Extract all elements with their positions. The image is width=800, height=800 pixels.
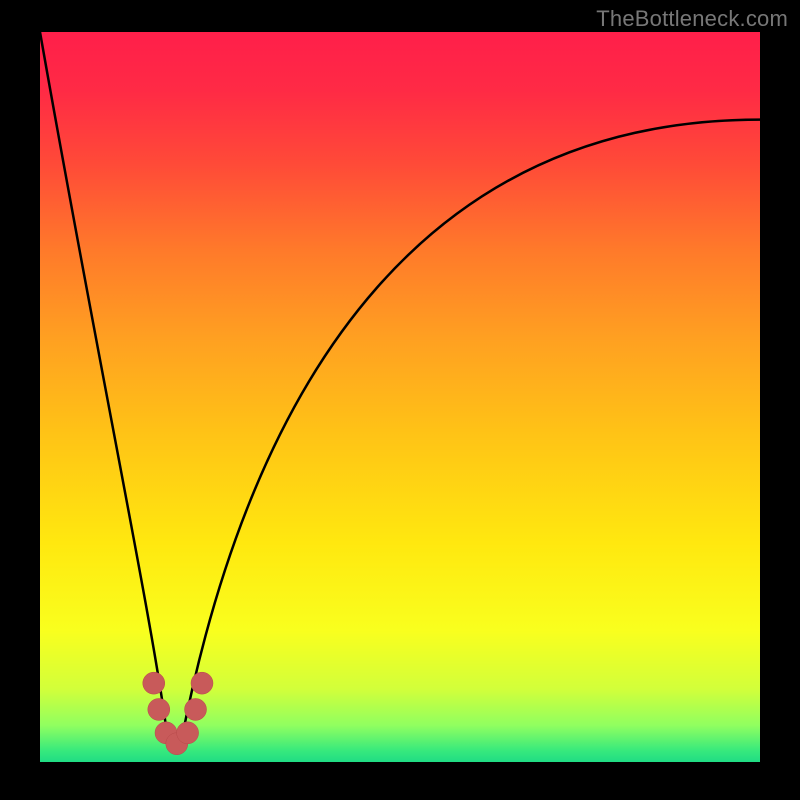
marker-dot <box>191 672 213 694</box>
marker-dot <box>143 672 165 694</box>
chart-root: TheBottleneck.com <box>0 0 800 800</box>
marker-dot <box>148 698 170 720</box>
bottleneck-chart <box>0 0 800 800</box>
marker-dot <box>185 698 207 720</box>
watermark: TheBottleneck.com <box>596 6 788 32</box>
plot-background <box>40 32 760 762</box>
marker-dot <box>177 722 199 744</box>
